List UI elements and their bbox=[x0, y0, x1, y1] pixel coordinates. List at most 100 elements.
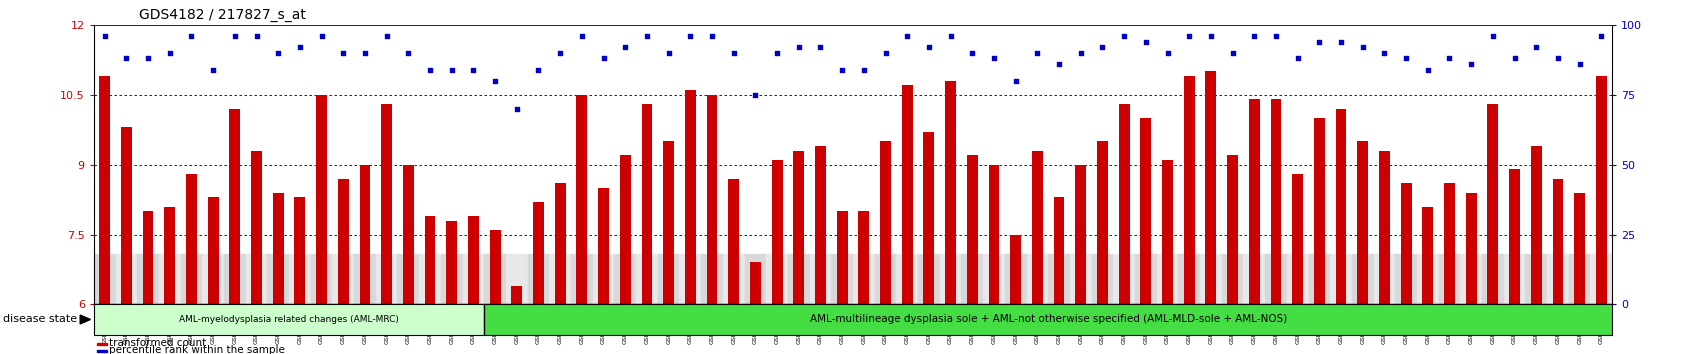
Bar bbox=[1161, 160, 1173, 304]
Bar bbox=[1400, 183, 1410, 304]
Bar bbox=[159, 254, 181, 304]
Bar bbox=[1417, 254, 1437, 304]
Point bbox=[677, 33, 704, 39]
Bar bbox=[1139, 118, 1151, 304]
Point bbox=[806, 44, 834, 50]
Bar bbox=[1270, 99, 1280, 304]
Bar bbox=[962, 254, 982, 304]
Bar bbox=[136, 254, 159, 304]
Bar bbox=[1442, 183, 1454, 304]
Bar bbox=[875, 254, 895, 304]
Bar bbox=[982, 254, 1004, 304]
Bar bbox=[1091, 254, 1113, 304]
Point bbox=[416, 67, 443, 72]
Point bbox=[1587, 33, 1615, 39]
Point bbox=[90, 33, 118, 39]
Bar bbox=[203, 254, 223, 304]
Bar bbox=[571, 254, 592, 304]
Bar bbox=[1335, 109, 1345, 304]
Point bbox=[1175, 33, 1202, 39]
Bar bbox=[164, 207, 176, 304]
Point bbox=[286, 44, 314, 50]
Point bbox=[394, 50, 421, 56]
Bar bbox=[723, 254, 743, 304]
Bar bbox=[549, 254, 571, 304]
Bar bbox=[1357, 141, 1367, 304]
Text: AML-multilineage dysplasia sole + AML-not otherwise specified (AML-MLD-sole + AM: AML-multilineage dysplasia sole + AML-no… bbox=[810, 314, 1286, 325]
Bar bbox=[1291, 174, 1303, 304]
Bar bbox=[273, 193, 283, 304]
Point bbox=[1500, 56, 1528, 61]
Bar bbox=[1178, 254, 1199, 304]
Bar bbox=[489, 230, 500, 304]
Point bbox=[1110, 33, 1137, 39]
Bar bbox=[1009, 235, 1021, 304]
Point bbox=[610, 44, 638, 50]
Bar bbox=[1047, 254, 1069, 304]
Point bbox=[199, 67, 227, 72]
Bar bbox=[484, 254, 506, 304]
Bar bbox=[467, 216, 479, 304]
Bar bbox=[1524, 254, 1546, 304]
Point bbox=[958, 50, 985, 56]
Bar bbox=[619, 155, 631, 304]
Text: percentile rank within the sample: percentile rank within the sample bbox=[109, 346, 285, 354]
Point bbox=[1521, 44, 1548, 50]
Point bbox=[1284, 56, 1311, 61]
Bar bbox=[143, 211, 153, 304]
Point bbox=[936, 33, 963, 39]
Point bbox=[1240, 33, 1267, 39]
Point bbox=[762, 50, 789, 56]
Bar bbox=[701, 254, 723, 304]
Bar bbox=[527, 254, 549, 304]
Bar bbox=[902, 85, 912, 304]
Point bbox=[459, 67, 488, 72]
Point bbox=[1349, 44, 1376, 50]
Bar bbox=[1026, 254, 1047, 304]
Point bbox=[1067, 50, 1095, 56]
Bar bbox=[402, 165, 414, 304]
Bar bbox=[939, 254, 962, 304]
Point bbox=[1023, 50, 1050, 56]
Bar bbox=[815, 146, 825, 304]
Point bbox=[157, 50, 182, 56]
Bar bbox=[332, 254, 355, 304]
Point bbox=[784, 44, 812, 50]
Point bbox=[871, 50, 899, 56]
Bar bbox=[1183, 76, 1194, 304]
Bar bbox=[987, 165, 999, 304]
Bar bbox=[1589, 254, 1611, 304]
Bar bbox=[592, 254, 614, 304]
Bar bbox=[1509, 169, 1519, 304]
Bar bbox=[614, 254, 636, 304]
Bar bbox=[532, 202, 544, 304]
Point bbox=[697, 33, 725, 39]
Bar bbox=[1069, 254, 1091, 304]
Bar bbox=[121, 127, 131, 304]
Bar bbox=[1574, 193, 1584, 304]
Bar bbox=[380, 104, 392, 304]
Point bbox=[1391, 56, 1419, 61]
Bar bbox=[338, 179, 348, 304]
Point bbox=[113, 56, 140, 61]
Bar bbox=[1482, 254, 1502, 304]
Bar bbox=[663, 141, 673, 304]
Point bbox=[307, 33, 334, 39]
Point bbox=[135, 56, 162, 61]
Bar bbox=[375, 254, 397, 304]
Bar bbox=[360, 165, 370, 304]
Bar bbox=[766, 254, 788, 304]
Bar bbox=[636, 254, 658, 304]
Point bbox=[1436, 56, 1463, 61]
Point bbox=[980, 56, 1008, 61]
Bar bbox=[945, 81, 955, 304]
Bar bbox=[576, 95, 587, 304]
Point bbox=[438, 67, 465, 72]
Bar bbox=[288, 254, 310, 304]
Bar bbox=[830, 254, 852, 304]
Point bbox=[742, 92, 769, 98]
Point bbox=[655, 50, 682, 56]
Point bbox=[1565, 61, 1592, 67]
Point bbox=[1045, 61, 1072, 67]
Point bbox=[1262, 33, 1289, 39]
